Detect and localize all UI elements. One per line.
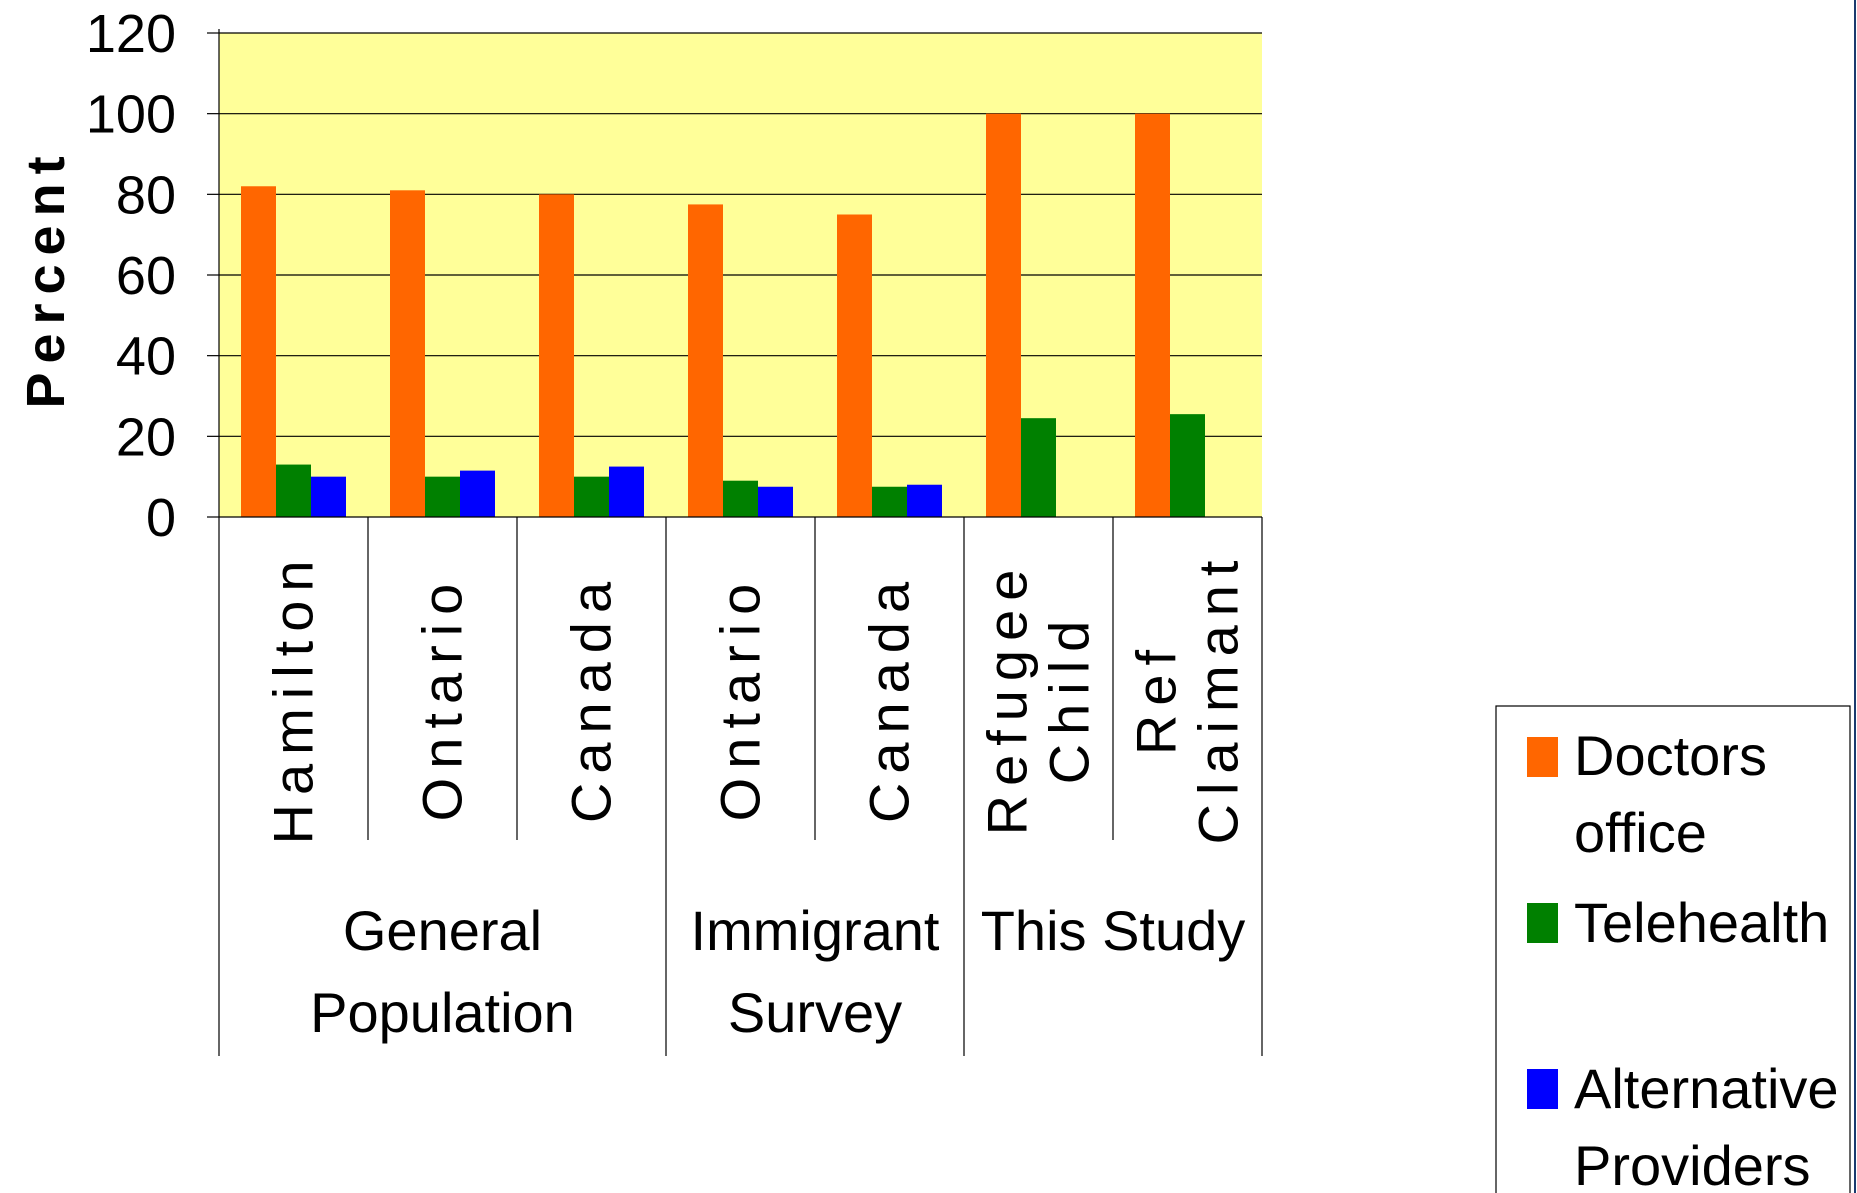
bar-doctors-office [390, 190, 425, 518]
bar-telehealth [723, 480, 758, 517]
group-label: Immigrant [691, 899, 940, 962]
bar-telehealth [1170, 414, 1205, 517]
category-label: Refugee [976, 561, 1039, 836]
bar-alternative-providers [460, 470, 495, 517]
bar-telehealth [872, 486, 907, 517]
legend-label: Doctors [1574, 724, 1767, 787]
y-tick-label: 0 [146, 488, 176, 548]
y-tick-label: 60 [116, 246, 176, 306]
legend-box [1495, 705, 1851, 1193]
bar-doctors-office [539, 194, 574, 518]
bar-telehealth [276, 464, 311, 517]
bar-doctors-office [688, 204, 723, 517]
bar-alternative-providers [311, 476, 346, 517]
bar-doctors-office [1135, 113, 1170, 518]
category-label: Claimant [1187, 552, 1250, 845]
bar-telehealth [1021, 418, 1056, 517]
bar-alternative-providers [609, 466, 644, 517]
category-label: Ontario [709, 575, 772, 822]
legend-label: Providers [1574, 1134, 1811, 1193]
group-label: This Study [981, 899, 1246, 962]
y-tick-label: 80 [116, 165, 176, 225]
y-tick-labels: 0 20 40 60 80 100 120 [86, 4, 176, 548]
group-label: Survey [728, 981, 902, 1044]
bar-alternative-providers [758, 486, 793, 517]
legend-label: Telehealth [1574, 891, 1829, 954]
bar-doctors-office [986, 113, 1021, 518]
category-label: Canada [858, 573, 921, 823]
category-labels: Hamilton Ontario Canada Ontario Canada Refuge… [262, 552, 1250, 845]
bar-doctors-office [241, 186, 276, 517]
y-tick-label: 40 [116, 327, 176, 387]
group-label: Population [310, 981, 575, 1044]
legend-swatch [1527, 903, 1558, 943]
legend-label: office [1574, 801, 1707, 864]
bar-alternative-providers [907, 484, 942, 517]
y-tick-label: 20 [116, 407, 176, 467]
y-axis-label: Percent [16, 147, 76, 408]
bars [241, 113, 1205, 518]
legend-swatch [1527, 1069, 1558, 1109]
group-label: General [343, 899, 542, 962]
category-label: Child [1038, 612, 1101, 785]
category-label: Canada [560, 573, 623, 823]
category-label: Ontario [411, 575, 474, 822]
y-tick-label: 100 [86, 85, 176, 145]
bar-telehealth [425, 476, 460, 517]
bar-doctors-office [837, 214, 872, 517]
group-labels: General Population Immigrant Survey This Stu… [310, 899, 1245, 1044]
category-label: Ref [1125, 641, 1188, 755]
category-label: Hamilton [262, 552, 325, 845]
legend-swatch [1527, 737, 1558, 777]
legend: Doctors office Telehealth Alternative Provid… [1495, 705, 1851, 1193]
axes [207, 29, 1263, 1056]
y-tick-label: 120 [86, 4, 176, 64]
legend-label: Alternative [1574, 1057, 1839, 1120]
bar-telehealth [574, 476, 609, 517]
